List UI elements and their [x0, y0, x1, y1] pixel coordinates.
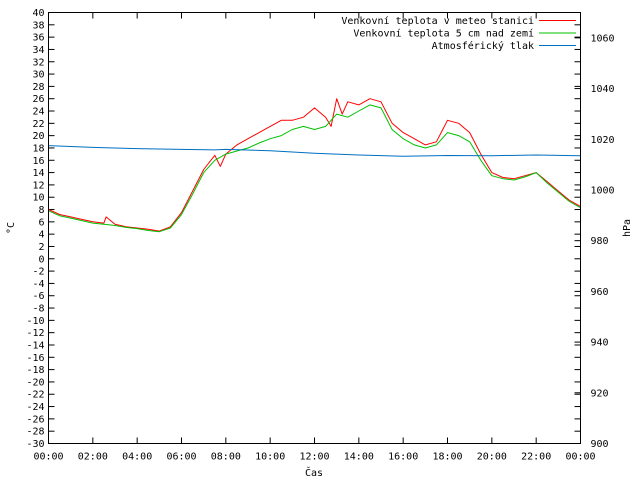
y-tick-label: -2	[32, 267, 44, 278]
y-tick-label: -8	[32, 304, 44, 315]
ticks-layer: -30-28-26-24-22-20-18-16-14-12-10-8-6-4-…	[26, 8, 614, 463]
y-tick-label: 8	[38, 205, 44, 216]
y-tick-label: -6	[32, 291, 44, 302]
y-tick-label: -12	[26, 328, 44, 339]
y-tick-label: 2	[38, 242, 44, 253]
y-tick-label: -10	[26, 316, 44, 327]
y2-tick-label: 920	[591, 388, 609, 399]
y2-tick-label: 940	[591, 338, 609, 349]
y2-tick-label: 1060	[591, 33, 615, 44]
y-tick-label: -26	[26, 414, 44, 425]
y2-tick-label: 900	[591, 439, 609, 450]
legend-label: Venkovní teplota 5 cm nad zemí	[353, 28, 534, 40]
x-axis-label: Čas	[305, 466, 323, 479]
x-tick-label: 22:00	[521, 452, 551, 463]
y2-tick-label: 980	[591, 236, 609, 247]
y-tick-label: 14	[32, 168, 44, 179]
series-line-2	[48, 145, 581, 157]
y-tick-label: 18	[32, 143, 44, 154]
x-tick-label: 10:00	[255, 452, 285, 463]
y-tick-label: 22	[32, 119, 44, 130]
y-tick-label: 16	[32, 156, 44, 167]
y-tick-label: 24	[32, 107, 44, 118]
y-tick-label: -18	[26, 365, 44, 376]
x-tick-label: 12:00	[299, 452, 329, 463]
y-tick-label: -24	[26, 402, 44, 413]
y-tick-label: -20	[26, 377, 44, 388]
y-tick-label: 6	[38, 217, 44, 228]
y2-axis-label: hPa	[622, 219, 633, 237]
y-tick-label: 34	[32, 45, 44, 56]
y-tick-label: 38	[32, 20, 44, 31]
x-tick-label: 20:00	[477, 452, 507, 463]
x-tick-label: 00:00	[33, 452, 63, 463]
x-tick-label: 08:00	[211, 452, 241, 463]
y-tick-label: -28	[26, 427, 44, 438]
y-tick-label: 4	[38, 230, 44, 241]
y-tick-label: 28	[32, 82, 44, 93]
plot-frame	[48, 12, 581, 444]
y-tick-label: -30	[26, 439, 44, 450]
x-tick-label: 16:00	[388, 452, 418, 463]
x-tick-label: 06:00	[166, 452, 196, 463]
y2-tick-label: 1000	[591, 185, 615, 196]
legend: Venkovní teplota v meteo staniciVenkovní…	[341, 15, 576, 52]
y-tick-label: 32	[32, 57, 44, 68]
y-tick-label: -14	[26, 340, 44, 351]
y-axis-label: °C	[6, 222, 17, 234]
x-tick-label: 00:00	[565, 452, 595, 463]
y-tick-label: 10	[32, 193, 44, 204]
y-tick-label: -16	[26, 353, 44, 364]
y2-tick-label: 1020	[591, 135, 615, 146]
y2-tick-label: 1040	[591, 84, 615, 95]
x-tick-label: 04:00	[122, 452, 152, 463]
y-tick-label: 0	[38, 254, 44, 265]
y-tick-label: 30	[32, 70, 44, 81]
y-tick-label: 36	[32, 33, 44, 44]
y-tick-label: 26	[32, 94, 44, 105]
series-line-1	[48, 104, 581, 233]
y-tick-label: 12	[32, 180, 44, 191]
y-tick-label: 40	[32, 8, 44, 19]
x-tick-label: 02:00	[78, 452, 108, 463]
y-tick-label: 20	[32, 131, 44, 142]
y2-tick-label: 960	[591, 287, 609, 298]
legend-label: Venkovní teplota v meteo stanici	[341, 15, 534, 27]
x-tick-label: 14:00	[344, 452, 374, 463]
y-tick-label: -22	[26, 390, 44, 401]
x-tick-label: 18:00	[432, 452, 462, 463]
y-tick-label: -4	[32, 279, 44, 290]
legend-label: Atmosférický tlak	[432, 40, 534, 52]
series-line-0	[48, 98, 581, 232]
series-layer	[48, 98, 581, 233]
